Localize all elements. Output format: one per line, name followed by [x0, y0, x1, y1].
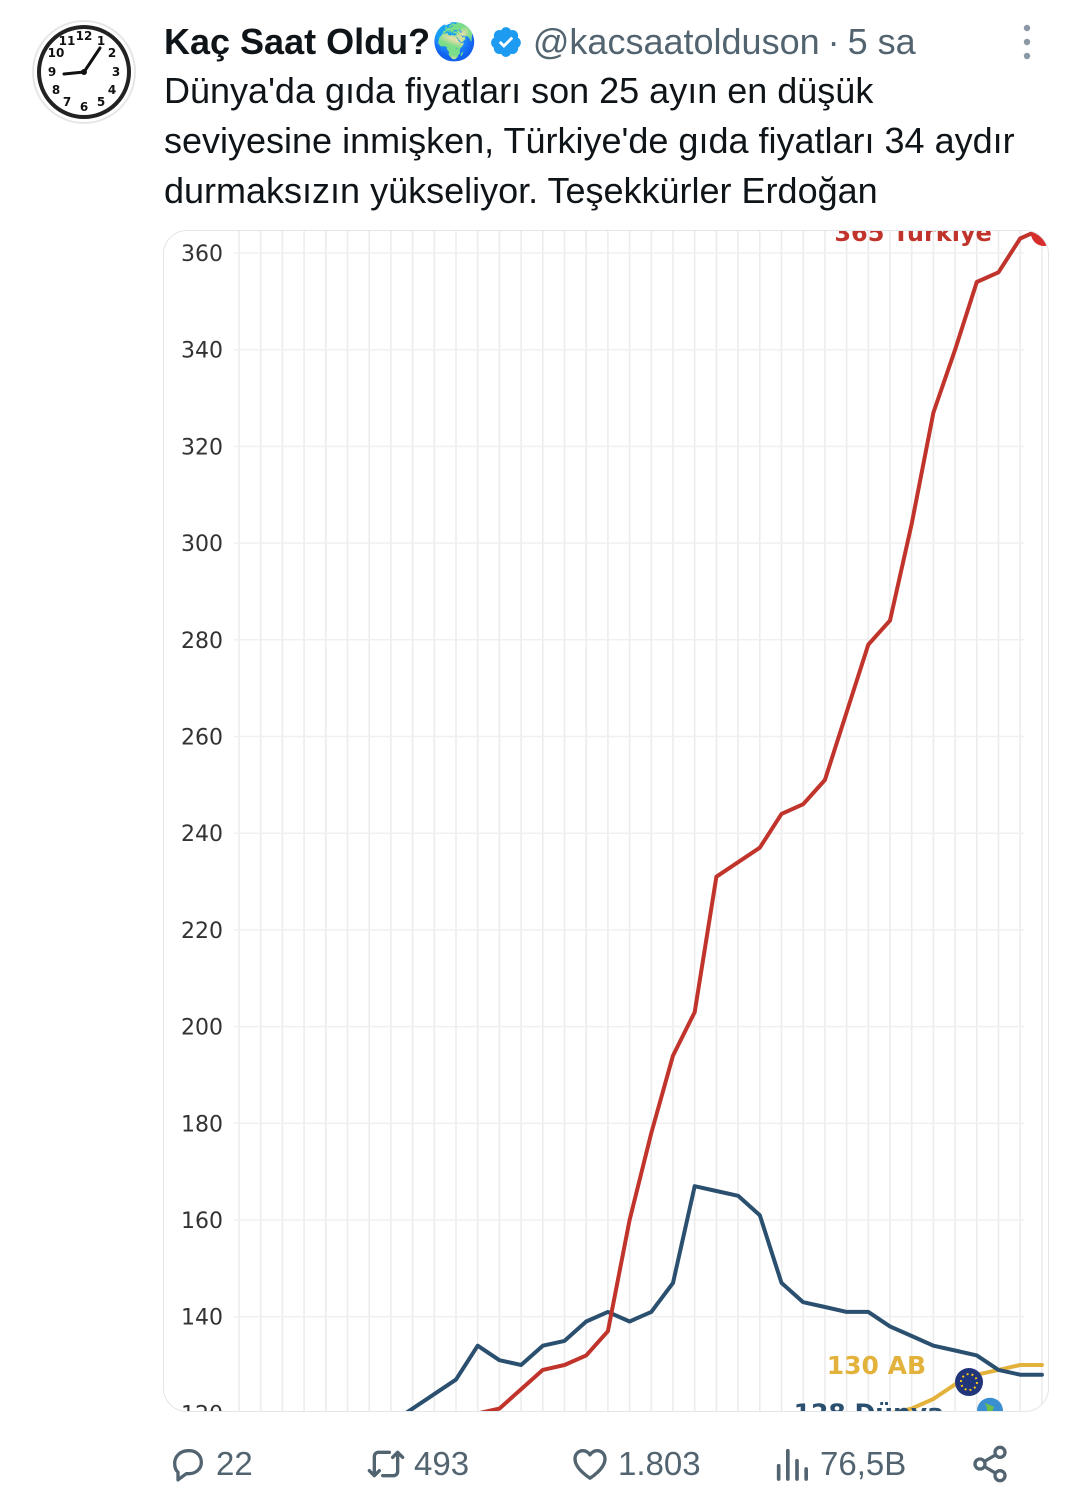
like-icon — [573, 1449, 607, 1480]
vertical-gridlines — [238, 231, 1043, 1411]
svg-text:5: 5 — [97, 95, 105, 109]
y-tick-label: 300 — [181, 532, 223, 557]
turkiye-end-label: 365 Türkiye — [834, 231, 992, 247]
y-axis-ticks: 120 140 160 180 200 220 240 260 280 300 320 340 360 — [181, 242, 223, 1411]
tweet-header: Kaç Saat Oldu? 🌍 @kacsaatolduson · 5 sa — [164, 18, 916, 66]
reply-count: 22 — [216, 1445, 253, 1482]
dunya-end-label: 128 Dünya — [794, 1399, 944, 1411]
y-tick-label: 160 — [181, 1209, 223, 1234]
y-tick-label: 320 — [181, 435, 223, 460]
like-button[interactable]: 1.803 — [570, 1444, 701, 1484]
svg-text:12: 12 — [76, 29, 93, 43]
svg-text:6: 6 — [80, 100, 88, 114]
tweet-actions: 22 493 1.803 76,5B — [0, 1436, 1080, 1496]
tweet-text: Dünya'da gıda fiyatları son 25 ayın en d… — [164, 70, 1015, 211]
y-tick-label: 200 — [181, 1016, 223, 1041]
svg-text:1: 1 — [97, 34, 105, 48]
svg-text:3: 3 — [112, 65, 120, 79]
separator-dot: · — [827, 21, 840, 62]
share-button[interactable] — [970, 1444, 1018, 1484]
horizontal-gridlines — [234, 252, 1024, 1318]
reply-button[interactable]: 22 — [168, 1444, 253, 1484]
svg-text:11: 11 — [59, 34, 76, 48]
like-count: 1.803 — [618, 1445, 701, 1482]
author-name[interactable]: Kaç Saat Oldu? — [164, 21, 431, 62]
share-icon — [973, 1445, 1007, 1483]
globe-marker — [977, 1397, 1003, 1411]
series-line-turkiye — [479, 231, 1042, 1411]
tweet-timestamp[interactable]: 5 sa — [847, 21, 916, 62]
svg-text:2: 2 — [108, 46, 116, 60]
turkiye-flag-marker — [1030, 231, 1048, 246]
view-count: 76,5B — [820, 1445, 907, 1482]
y-tick-label: 280 — [181, 629, 223, 654]
chart-series — [405, 231, 1044, 1411]
svg-text:10: 10 — [48, 46, 65, 60]
svg-text:4: 4 — [108, 83, 116, 97]
svg-text:7: 7 — [63, 95, 71, 109]
author-handle[interactable]: @kacsaatolduson — [532, 21, 820, 62]
views-icon — [776, 1448, 808, 1481]
eu-flag-stars — [960, 1373, 978, 1392]
y-tick-label: 180 — [181, 1112, 223, 1137]
y-tick-label: 260 — [181, 726, 223, 751]
series-line-ab — [891, 1363, 1044, 1411]
reply-icon — [173, 1449, 203, 1482]
y-tick-label: 360 — [181, 242, 223, 267]
verified-badge-icon — [491, 27, 521, 57]
retweet-icon — [367, 1450, 405, 1478]
more-vertical-icon[interactable] — [1012, 22, 1042, 62]
line-chart: 120140160180200220240260280300320340360 … — [181, 231, 1048, 1411]
series-line-dunya — [405, 1184, 1044, 1411]
svg-text:9: 9 — [48, 65, 56, 79]
svg-text:8: 8 — [52, 83, 60, 97]
globe-marker-land — [984, 1402, 994, 1411]
y-tick-label: 120 — [181, 1402, 223, 1411]
y-tick-label: 340 — [181, 339, 223, 364]
y-tick-label: 140 — [181, 1306, 223, 1331]
ab-end-label: 130 AB — [827, 1351, 926, 1380]
eu-flag-marker — [955, 1368, 983, 1397]
retweet-button[interactable]: 493 — [366, 1444, 469, 1484]
retweet-count: 493 — [414, 1445, 470, 1482]
globe-emoji: 🌍 — [432, 21, 477, 62]
tweet-media-chart[interactable]: 120140160180200220240260280300320340360 … — [163, 230, 1049, 1412]
y-tick-label: 220 — [181, 919, 223, 944]
chart-annotations: 365 Türkiye 130 AB 128 Dünya — [794, 231, 1048, 1411]
views-button[interactable]: 76,5B — [772, 1444, 906, 1484]
y-tick-label: 240 — [181, 822, 223, 847]
